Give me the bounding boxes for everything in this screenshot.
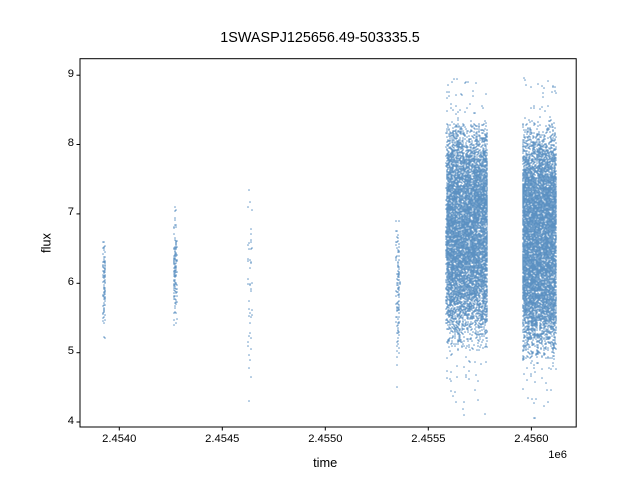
- svg-text:flux: flux: [38, 232, 53, 253]
